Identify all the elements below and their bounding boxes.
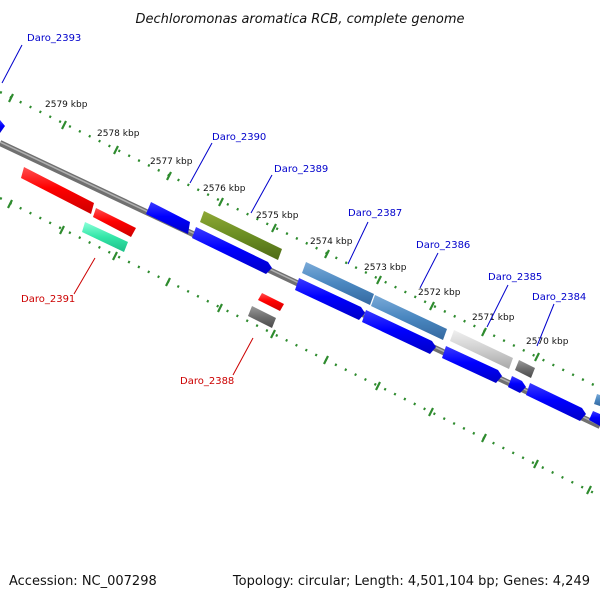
scale-ticks-upper [8, 93, 540, 362]
gene-daro-2388a[interactable] [258, 293, 284, 311]
tick-label-2570: 2570 kbp [526, 337, 569, 347]
gene-label-daro-2390[interactable]: Daro_2390 [212, 132, 266, 143]
scale-ticks-lower [7, 199, 592, 495]
gene-small-blue[interactable] [508, 376, 526, 393]
tick-label-2571: 2571 kbp [472, 313, 515, 323]
gene-label-daro-2393[interactable]: Daro_2393 [27, 33, 81, 44]
accession-text: Accession: NC_007298 [9, 574, 157, 589]
tick-label-2577: 2577 kbp [150, 157, 193, 167]
gene-steel-right-edge[interactable] [594, 394, 600, 406]
gene-daro-2386[interactable] [371, 295, 447, 340]
gene-daro-2391a[interactable] [21, 167, 94, 214]
gene-daro-2385[interactable] [450, 330, 513, 369]
gene-label-daro-2387[interactable]: Daro_2387 [348, 208, 402, 219]
gene-label-daro-2391[interactable]: Daro_2391 [21, 294, 75, 305]
gene-label-daro-2388[interactable]: Daro_2388 [180, 376, 234, 387]
gene-daro-2391-teal[interactable] [82, 222, 128, 252]
gene-blue-2386-lower[interactable] [362, 310, 436, 354]
scale-line-upper [0, 90, 600, 390]
tick-label-2579: 2579 kbp [45, 100, 88, 110]
gene-daro-2384[interactable] [526, 383, 586, 421]
gene-blue-2387-lower[interactable] [295, 278, 365, 320]
tick-label-2573: 2573 kbp [364, 263, 407, 273]
tick-label-2576: 2576 kbp [203, 184, 246, 194]
leader-lines-red [73, 257, 254, 376]
tick-label-2574: 2574 kbp [310, 237, 353, 247]
tick-label-2578: 2578 kbp [97, 129, 140, 139]
tick-label-2572: 2572 kbp [418, 288, 461, 298]
gene-small-gray[interactable] [515, 360, 535, 378]
gene-blue-2385-lower[interactable] [442, 346, 502, 383]
gene-blue-2389-lower[interactable] [192, 227, 272, 274]
map-title: Dechloromonas aromatica RCB, complete ge… [135, 12, 464, 27]
scale-line-lower [0, 196, 600, 498]
gene-label-daro-2385[interactable]: Daro_2385 [488, 272, 542, 283]
gene-blue-right-edge[interactable] [589, 411, 600, 426]
gene-daro-2391b[interactable] [93, 208, 136, 237]
gene-daro-2389[interactable] [200, 211, 282, 260]
genome-summary-text: Topology: circular; Length: 4,501,104 bp… [232, 574, 590, 589]
gene-label-daro-2386[interactable]: Daro_2386 [416, 240, 470, 251]
gene-daro-2390[interactable] [146, 202, 190, 234]
gene-daro-2388b[interactable] [248, 306, 276, 328]
leader-lines-blue [1, 44, 555, 347]
gene-partial-left[interactable] [0, 120, 5, 133]
gene-label-daro-2384[interactable]: Daro_2384 [532, 292, 586, 303]
gene-label-daro-2389[interactable]: Daro_2389 [274, 164, 328, 175]
gene-daro-2387[interactable] [302, 262, 374, 305]
tick-label-2575: 2575 kbp [256, 211, 299, 221]
